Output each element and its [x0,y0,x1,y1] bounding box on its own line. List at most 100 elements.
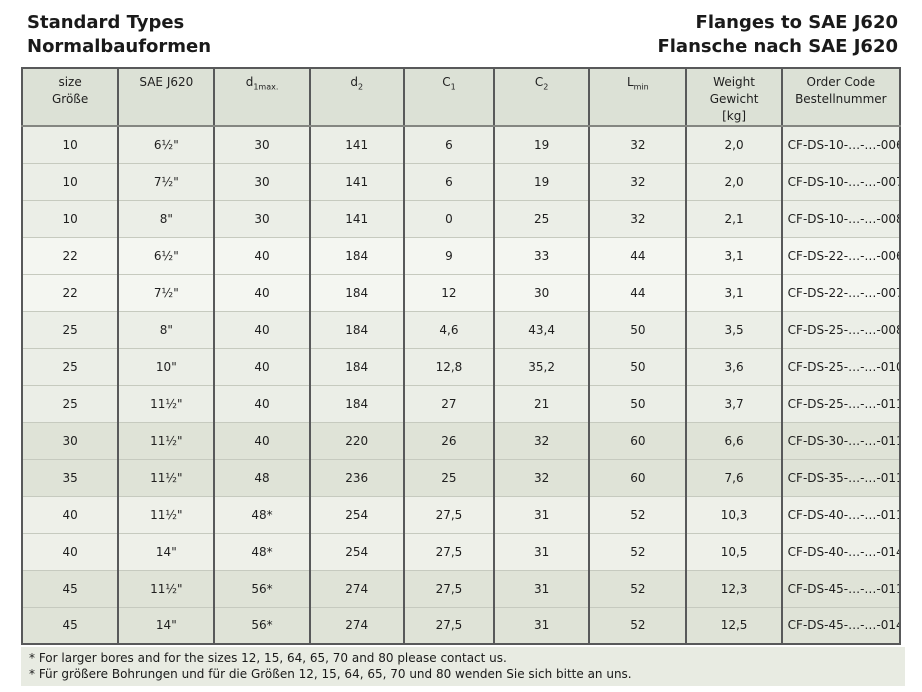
table-cell: 14" [117,532,215,570]
table-cell: 184 [308,236,404,274]
table-cell: 7,6 [685,458,782,496]
table-cell: 33 [493,236,590,274]
column-header-order: Order Code Bestellnummer [780,68,900,127]
table-header-row: size Größe SAE J620 d1max. d2 C1 C2 Lmin Weight G… [20,68,900,127]
table-cell: 31 [493,532,590,570]
table-cell: CF-DS-30-…-…-011 [780,421,900,459]
table-cell: 12,5 [685,606,782,644]
table-cell: 32 [588,126,687,163]
table-cell: 7½" [117,273,215,311]
table-row: 22 6½" 40 184 9 33 44 3,1 CF-DS-22-…-…-006 [20,236,900,274]
table-cell: 40 [213,347,310,385]
table-cell: 40 [213,384,310,422]
table-cell: 6½" [117,126,215,163]
table-cell: 31 [493,606,590,644]
column-header-c2: C2 [493,68,590,127]
table-cell: 274 [308,606,404,644]
table-cell: 11½" [117,384,215,422]
table-cell: 32 [588,162,687,200]
table-cell: 11½" [117,569,215,607]
table-cell: 6 [402,126,495,163]
table-cell: CF-DS-10-…-…-006 [780,126,900,163]
table-cell: 30 [213,199,310,237]
table-cell: 254 [308,495,404,533]
table-cell: 50 [588,347,687,385]
table-body: 10 6½" 30 141 6 19 32 2,0 CF-DS-10-…-…-006 10 7½" 3… [20,126,900,644]
table-cell: 44 [588,236,687,274]
table-row: 40 14" 48* 254 27,5 31 52 10,5 CF-DS-40-…-…-014 [20,532,900,570]
table-cell: 19 [493,162,590,200]
table-row: 30 11½" 40 220 26 32 60 6,6 CF-DS-30-…-…-011 [20,421,900,459]
title-german: Normalbauformen [27,36,212,57]
table-cell: 12,8 [402,347,495,385]
footnote-line: * For larger bores and for the sizes 12,… [29,651,507,665]
table-cell: 45 [20,569,119,607]
table-row: 45 11½" 56* 274 27,5 31 52 12,3 CF-DS-45-…-…-011 [20,569,900,607]
table-cell: 11½" [117,421,215,459]
footnote-line: * Für größere Bohrungen und für die Größ… [29,667,632,681]
table-cell: 40 [213,421,310,459]
table-cell: 40 [20,532,119,570]
column-header-c1: C1 [402,68,495,127]
table-cell: 35,2 [493,347,590,385]
table-cell: 52 [588,569,687,607]
table-cell: 184 [308,310,404,348]
table-row: 10 6½" 30 141 6 19 32 2,0 CF-DS-10-…-…-006 [20,126,900,163]
table-cell: 7½" [117,162,215,200]
table-cell: CF-DS-40-…-…-011 [780,495,900,533]
table-cell: CF-DS-45-…-…-011 [780,569,900,607]
table-cell: CF-DS-10-…-…-007 [780,162,900,200]
table-cell: 22 [20,273,119,311]
table-cell: 4,6 [402,310,495,348]
table-cell: 52 [588,495,687,533]
column-header-sae: SAE J620 [117,68,215,127]
table-cell: 274 [308,569,404,607]
table-cell: 27 [402,384,495,422]
column-header-lmin: Lmin [588,68,687,127]
table-cell: CF-DS-22-…-…-007 [780,273,900,311]
table-cell: 6,6 [685,421,782,459]
table-cell: 56* [213,606,310,644]
table-row: 10 7½" 30 141 6 19 32 2,0 CF-DS-10-…-…-007 [20,162,900,200]
table-cell: 60 [588,421,687,459]
table-cell: 45 [20,606,119,644]
table-cell: 40 [213,236,310,274]
table-cell: CF-DS-10-…-…-008 [780,199,900,237]
footnotes: * For larger bores and for the sizes 12,… [21,647,905,686]
table-cell: 25 [20,384,119,422]
table-cell: 40 [20,495,119,533]
table-cell: 40 [213,273,310,311]
table-cell: 27,5 [402,495,495,533]
table-row: 25 10" 40 184 12,8 35,2 50 3,6 CF-DS-25-…-…-010 [20,347,900,385]
table-cell: 220 [308,421,404,459]
table-cell: 32 [588,199,687,237]
table-cell: CF-DS-40-…-…-014 [780,532,900,570]
table-cell: 254 [308,532,404,570]
table-cell: 12 [402,273,495,311]
table-cell: 48* [213,532,310,570]
table-cell: 27,5 [402,606,495,644]
table-cell: 50 [588,384,687,422]
table-cell: 10 [20,162,119,200]
table-row: 22 7½" 40 184 12 30 44 3,1 CF-DS-22-…-…-007 [20,273,900,311]
table-cell: 56* [213,569,310,607]
table-cell: 2,0 [685,126,782,163]
table-cell: 10,3 [685,495,782,533]
table-cell: 30 [20,421,119,459]
table-cell: 141 [308,199,404,237]
table-cell: 9 [402,236,495,274]
right-title-german: Flansche nach SAE J620 [657,36,898,57]
table-cell: 10" [117,347,215,385]
table-cell: 43,4 [493,310,590,348]
title-english: Standard Types [27,12,185,33]
table-cell: 141 [308,162,404,200]
table-cell: CF-DS-22-…-…-006 [780,236,900,274]
table-cell: 21 [493,384,590,422]
table-cell: 0 [402,199,495,237]
table-cell: 3,6 [685,347,782,385]
table-cell: 32 [493,458,590,496]
table-cell: 48* [213,495,310,533]
table-cell: 25 [402,458,495,496]
table-cell: 40 [213,310,310,348]
table-cell: 10 [20,199,119,237]
